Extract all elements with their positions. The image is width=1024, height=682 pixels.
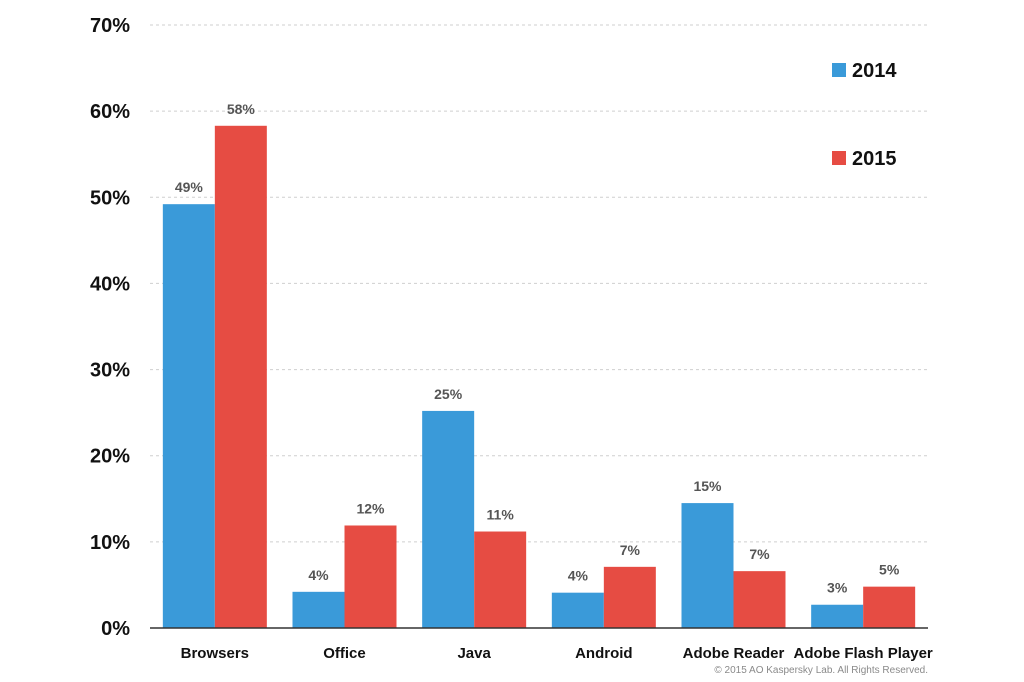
legend-label-2015: 2015 — [852, 148, 897, 170]
bar-2014 — [681, 503, 734, 628]
y-tick-label: 30% — [90, 360, 130, 382]
y-tick-label: 10% — [90, 532, 130, 554]
bar-2014 — [422, 410, 475, 628]
data-label: 4% — [568, 568, 589, 584]
data-label: 49% — [175, 179, 204, 195]
y-tick-label: 40% — [90, 273, 130, 295]
bar-2014 — [292, 591, 345, 628]
bar-2015 — [733, 571, 786, 628]
data-label: 12% — [356, 500, 385, 516]
x-axis-labels: Browsers Office Java Android Adobe Reader Ado… — [181, 645, 933, 662]
bar-2015 — [474, 531, 527, 628]
data-label: 5% — [879, 562, 900, 578]
data-label: 3% — [827, 580, 848, 596]
bars — [162, 125, 916, 629]
y-tick-label: 20% — [90, 446, 130, 468]
category-label: Java — [457, 645, 491, 662]
legend-swatch-2014 — [832, 63, 846, 77]
y-tick-label: 0% — [101, 618, 130, 640]
y-axis-ticks: 0% 10% 20% 30% 40% 50% 60% 70% — [90, 15, 130, 640]
gridlines — [150, 24, 928, 543]
data-label: 15% — [693, 478, 722, 494]
data-label: 7% — [620, 542, 641, 558]
bar-2014 — [551, 592, 604, 628]
data-labels: 49% 58% 4% 12% 25% 11% 4% 7% 15% 7% 3% 5% — [175, 101, 900, 596]
legend-label-2014: 2014 — [852, 60, 897, 82]
category-label: Adobe Reader — [683, 645, 785, 662]
y-tick-label: 60% — [90, 101, 130, 123]
bar-2015 — [863, 586, 916, 628]
data-label: 7% — [749, 546, 770, 562]
y-tick-label: 50% — [90, 187, 130, 209]
copyright-notice: © 2015 AO Kaspersky Lab. All Rights Rese… — [714, 665, 928, 676]
category-label: Office — [323, 645, 366, 662]
bar-2015 — [214, 125, 267, 628]
legend: 2014 2015 — [832, 60, 897, 170]
data-label: 11% — [487, 507, 515, 523]
category-label: Android — [575, 645, 633, 662]
y-tick-label: 70% — [90, 15, 130, 37]
data-label: 4% — [308, 567, 329, 583]
category-label: Adobe Flash Player — [794, 645, 933, 662]
data-label: 25% — [434, 386, 463, 402]
bar-2014 — [811, 604, 864, 628]
bar-2015 — [603, 566, 656, 628]
category-label: Browsers — [181, 645, 249, 662]
legend-swatch-2015 — [832, 151, 846, 165]
bar-2014 — [162, 204, 215, 629]
bar-2015 — [344, 525, 397, 628]
data-label: 58% — [227, 101, 256, 117]
